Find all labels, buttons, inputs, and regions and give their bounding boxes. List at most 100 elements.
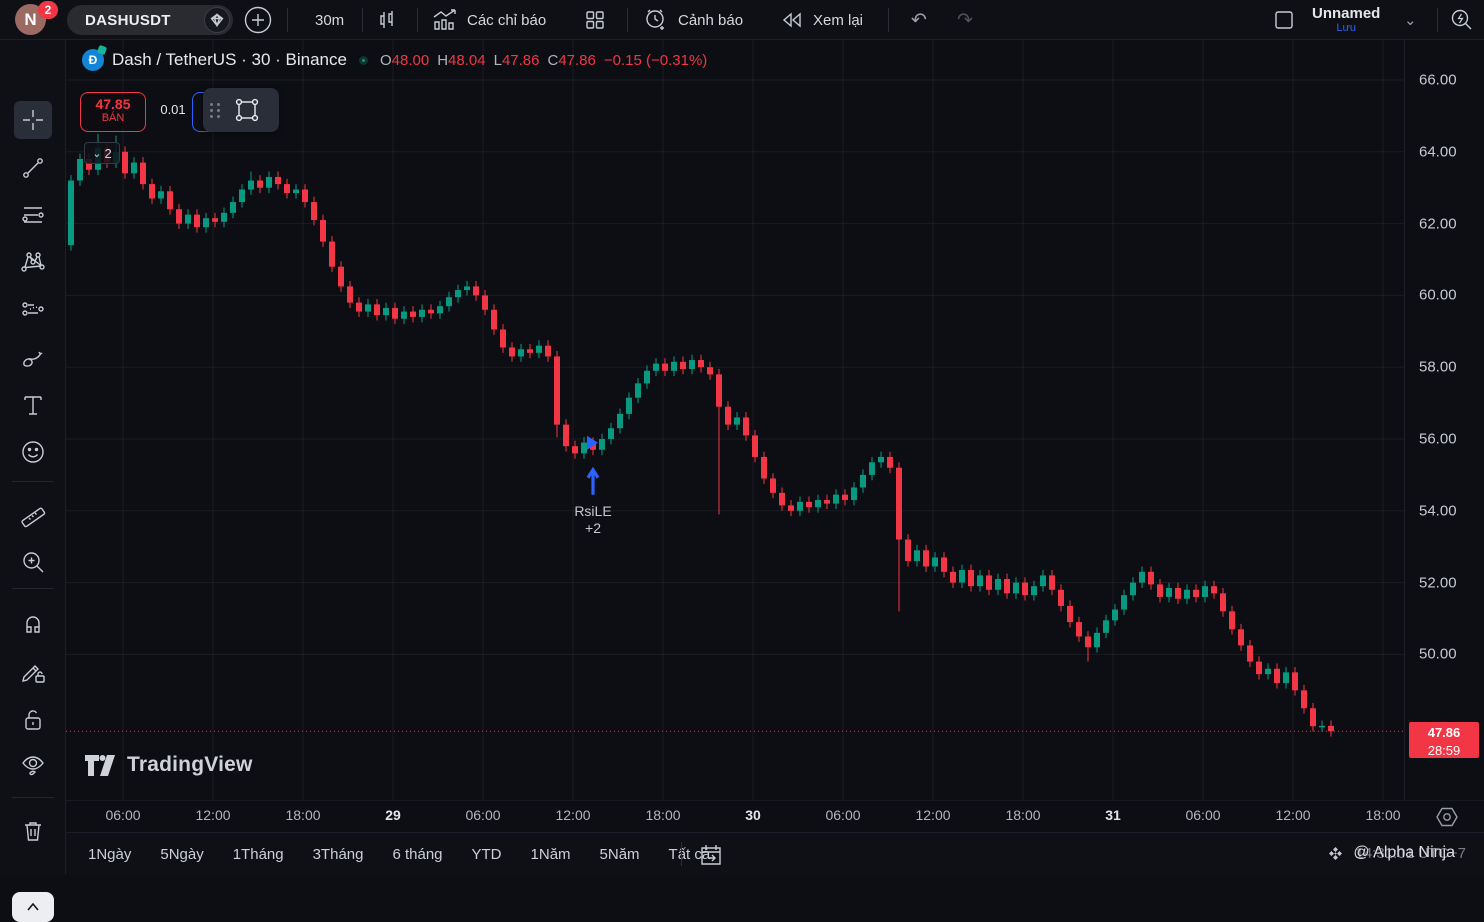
collapse-toolbar-button[interactable] (12, 892, 54, 922)
price-change: −0.15 (−0.31%) (603, 51, 708, 69)
time-tick-label: 06:00 (825, 807, 861, 823)
candle (329, 236, 335, 273)
bottom-toolbar: 1Ngày 5Ngày 1Tháng 3Tháng 6 tháng YTD 1Năm 5Năm… (0, 832, 1484, 875)
candle (293, 184, 299, 199)
candle (680, 356, 686, 375)
candle (365, 298, 371, 317)
quick-search-button[interactable] (1448, 0, 1474, 40)
save-layout-link[interactable]: Lưu (1336, 22, 1356, 35)
candlestick-chart[interactable]: RsiLE+2 (66, 40, 1404, 800)
candle (995, 573, 1001, 596)
time-tick-label: 18:00 (285, 807, 321, 823)
sell-button[interactable]: 47.85 BÁN (80, 92, 146, 132)
replay-button[interactable]: Xem lại (780, 0, 863, 40)
candle (689, 354, 695, 375)
time-tick-label: 12:00 (555, 807, 591, 823)
indicators-button[interactable]: Các chỉ báo (432, 0, 546, 40)
notification-badge[interactable]: 2 (38, 1, 58, 19)
symbol-title[interactable]: Dash / TetherUS · 30 · Binance (112, 50, 347, 69)
undo-button[interactable]: ↶ (902, 0, 936, 40)
time-axis[interactable]: 06:00 12:00 18:00 29 06:00 12:00 18:00 30 06:00 1… (66, 800, 1484, 832)
candle (266, 171, 272, 194)
market-status-dot[interactable] (358, 55, 368, 65)
symbol-search-button[interactable]: DASHUSDT (67, 5, 233, 35)
candle (635, 377, 641, 404)
lock-drawings-button[interactable] (14, 701, 52, 739)
legend-collapse-button[interactable]: ⌄ 2 (84, 142, 120, 164)
candle (1292, 666, 1298, 696)
candle (716, 368, 722, 515)
range-button[interactable]: 3Tháng (312, 845, 364, 863)
range-button[interactable]: YTD (471, 845, 502, 863)
drag-handle-icon[interactable] (210, 102, 224, 118)
brush-tool-button[interactable] (14, 339, 52, 377)
trend-line-tool-button[interactable] (14, 149, 52, 187)
magnet-icon (26, 616, 40, 633)
timezone-settings-icon[interactable] (1434, 804, 1460, 830)
text-tool-button[interactable] (14, 386, 52, 424)
alert-button[interactable]: Cảnh báo (643, 0, 743, 40)
rsile-marker[interactable]: RsiLE+2 (574, 435, 612, 536)
crosshair-tool-button[interactable] (14, 101, 52, 139)
date-range-buttons: 1Ngày 5Ngày 1Tháng 3Tháng 6 tháng YTD 1Năm 5Năm… (88, 833, 710, 875)
emoji-tool-button[interactable] (14, 433, 52, 471)
rectangle-tool-icon[interactable] (232, 95, 262, 125)
range-button[interactable]: 1Năm (530, 845, 571, 863)
price-tick-label: 58.00 (1419, 358, 1457, 376)
candle (1328, 720, 1334, 737)
dash-coin-logo: Ð (82, 44, 108, 71)
candle (608, 422, 614, 445)
candle (140, 157, 146, 190)
range-button[interactable]: 6 tháng (392, 845, 443, 863)
chart-style-button[interactable] (376, 0, 400, 40)
tradingview-logo-text: TradingView (127, 753, 253, 776)
range-button[interactable]: 1Ngày (88, 845, 132, 863)
redo-button[interactable]: ↷ (948, 0, 982, 40)
layout-menu-caret[interactable]: ⌄ (1404, 0, 1417, 40)
projection-tool-button[interactable] (14, 291, 52, 329)
compare-add-button[interactable] (244, 0, 272, 40)
zoom-in-tool-button[interactable] (14, 543, 52, 581)
price-tick-label: 66.00 (1419, 71, 1457, 89)
magnet-mode-button[interactable] (14, 604, 52, 642)
candle (878, 451, 884, 468)
pattern-tool-button[interactable] (14, 243, 52, 281)
candle (1076, 616, 1082, 642)
parallel-lines-icon (22, 207, 44, 223)
candle (1004, 573, 1010, 599)
toolbar-divider (12, 481, 54, 482)
ohlc-high: H48.04 (437, 51, 486, 69)
buy-button[interactable] (192, 92, 210, 132)
range-button[interactable]: 5Năm (599, 845, 640, 863)
bar-countdown: 28:59 (1427, 742, 1461, 758)
layout-name-label: Unnamed (1312, 4, 1381, 22)
go-to-date-icon[interactable] (698, 842, 724, 868)
layout-select-button[interactable] (1272, 0, 1296, 40)
layout-name-button[interactable]: Unnamed Lưu (1312, 0, 1380, 40)
text-icon (24, 396, 42, 415)
ohlc-close: C47.86 (547, 51, 596, 69)
remove-drawings-button[interactable] (14, 812, 52, 850)
floating-drawing-toolbar[interactable] (203, 88, 279, 132)
hide-drawings-button[interactable] (14, 746, 52, 784)
plus-circle-icon (244, 6, 272, 34)
supercharts-diamond-icon[interactable] (204, 7, 230, 33)
tradingview-logo[interactable]: TradingView (85, 753, 253, 777)
candle (977, 570, 983, 592)
binance-logo-icon (1329, 846, 1343, 860)
chart-pane[interactable]: RsiLE +2 Ð Dash / TetherUS · 30 · Binance… (66, 40, 1404, 800)
fib-lines-tool-button[interactable] (14, 196, 52, 234)
templates-button[interactable] (583, 0, 607, 40)
drawing-mode-lock-button[interactable] (14, 653, 52, 691)
interval-button[interactable]: 30m (305, 0, 354, 40)
candle (392, 302, 398, 325)
range-button[interactable]: Tất cả (668, 845, 711, 863)
price-axis[interactable]: 66.00 64.00 62.00 60.00 58.00 56.00 54.00 52.00… (1404, 40, 1484, 800)
smiley-icon (22, 441, 44, 463)
candle (455, 284, 461, 303)
session-clock[interactable]: 14:31:01 UTC+7 (1355, 845, 1467, 862)
range-button[interactable]: 1Tháng (232, 845, 284, 863)
measure-tool-button[interactable] (14, 498, 52, 536)
candle (356, 297, 362, 317)
range-button[interactable]: 5Ngày (160, 845, 204, 863)
